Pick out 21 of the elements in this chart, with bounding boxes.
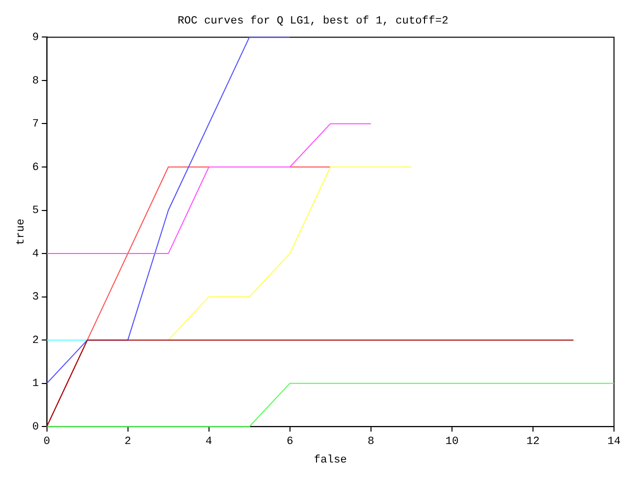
chart-title: ROC curves for Q LG1, best of 1, cutoff=2 bbox=[178, 16, 448, 28]
y-tick-label: 0 bbox=[32, 422, 39, 434]
x-tick-label: 14 bbox=[607, 436, 621, 448]
y-tick-label: 5 bbox=[32, 205, 39, 218]
x-tick-label: 6 bbox=[286, 436, 294, 448]
y-tick-label: 4 bbox=[32, 248, 40, 260]
x-tick-label: 2 bbox=[124, 436, 132, 448]
y-tick-label: 2 bbox=[32, 334, 39, 347]
y-tick-label: 1 bbox=[32, 378, 40, 390]
y-axis-title: true bbox=[16, 218, 28, 246]
x-tick-label: 8 bbox=[368, 436, 374, 448]
x-axis-title: false bbox=[314, 454, 347, 466]
y-tick-label: 8 bbox=[32, 75, 39, 88]
x-tick-label: 10 bbox=[445, 436, 459, 448]
x-tick-label: 0 bbox=[43, 436, 50, 448]
y-tick-label: 9 bbox=[32, 32, 39, 44]
y-tick-label: 6 bbox=[32, 162, 39, 174]
x-tick-label: 12 bbox=[526, 436, 540, 448]
y-tick-label: 7 bbox=[32, 118, 39, 131]
y-tick-label: 3 bbox=[32, 292, 39, 304]
x-tick-label: 4 bbox=[206, 436, 213, 448]
